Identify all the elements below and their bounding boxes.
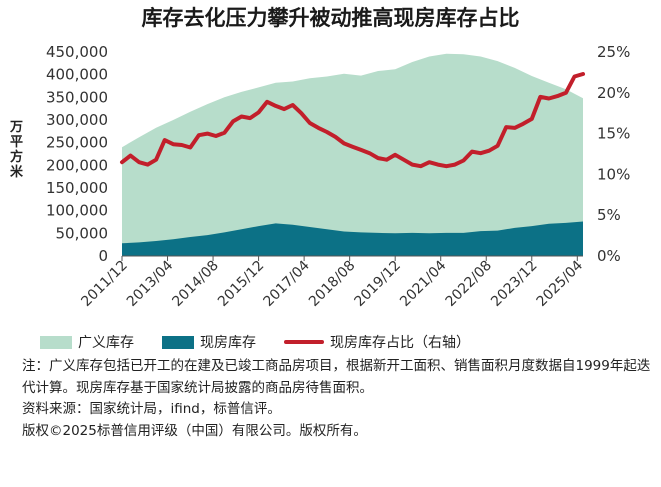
x-axis: 2011/122013/042014/082015/122017/042018/… (78, 255, 587, 310)
left-tick-label: 200,000 (46, 156, 108, 174)
x-tick-label: 2023/12 (488, 258, 540, 310)
x-tick-label: 2013/04 (124, 257, 177, 310)
existing-inventory-area (122, 221, 583, 256)
left-tick-label: 0 (98, 247, 108, 265)
left-tick-label: 150,000 (46, 179, 108, 197)
legend-item-existing-inventory: 现房库存 (162, 332, 256, 352)
left-axis: 0 50,000 100,000 150,000 200,000 250,000 300,0… (46, 43, 108, 265)
right-tick-label: 10% (597, 165, 630, 183)
x-tick-label: 2017/04 (261, 257, 314, 310)
x-tick-label: 2011/12 (78, 258, 130, 310)
legend-label-existing: 现房库存 (200, 335, 256, 351)
x-tick-label: 2019/12 (352, 258, 404, 310)
left-tick-label: 250,000 (46, 134, 108, 152)
x-tick-label: 2014/08 (169, 258, 221, 310)
legend-swatch-broad (40, 335, 72, 349)
x-tick-label: 2018/08 (306, 258, 358, 310)
legend-swatch-existing (162, 335, 194, 349)
source-text: 资料来源：国家统计局，ifind，标普信评。 (22, 401, 281, 417)
right-axis: 0% 5% 10% 15% 20% 25% (597, 43, 630, 265)
note-text: 注：广义库存包括已开工的在建及已竣工商品房项目，根据新开工面积、销售面积月度数据… (22, 358, 651, 396)
right-tick-label: 20% (597, 84, 630, 102)
left-tick-label: 450,000 (46, 43, 108, 61)
legend: 广义库存 现房库存 现房库存占比（右轴） (40, 332, 498, 352)
chart-svg: 0 50,000 100,000 150,000 200,000 250,000 300,0… (46, 43, 630, 310)
x-tick-label: 2022/08 (443, 258, 495, 310)
left-tick-label: 50,000 (56, 224, 109, 242)
x-tick-label: 2025/04 (534, 257, 587, 310)
x-tick-label: 2021/04 (397, 257, 450, 310)
area-series-group (122, 53, 583, 256)
y-axis-title: 万平方米 (10, 120, 24, 180)
legend-item-broad-inventory: 广义库存 (40, 332, 134, 352)
ratio-line (120, 72, 585, 169)
legend-label-ratio: 现房库存占比（右轴） (330, 335, 470, 351)
left-tick-label: 100,000 (46, 202, 108, 220)
broad-inventory-area (122, 53, 583, 256)
legend-label-broad: 广义库存 (78, 335, 134, 351)
copyright-text: 版权©2025标普信用评级（中国）有限公司。版权所有。 (22, 422, 367, 439)
x-tick-label: 2015/12 (215, 258, 267, 310)
footnotes: 注：广义库存包括已开工的在建及已竣工商品房项目，根据新开工面积、销售面积月度数据… (22, 356, 652, 442)
left-tick-label: 400,000 (46, 66, 108, 84)
left-tick-label: 300,000 (46, 111, 108, 129)
legend-item-ratio: 现房库存占比（右轴） (284, 332, 470, 352)
ratio-line-group (120, 72, 585, 169)
right-tick-label: 0% (597, 247, 621, 265)
right-tick-label: 25% (597, 43, 630, 61)
legend-swatch-ratio (284, 340, 324, 344)
right-tick-label: 5% (597, 206, 621, 224)
chart-title: 库存去化压力攀升被动推高现房库存占比 (141, 6, 520, 30)
left-tick-label: 350,000 (46, 88, 108, 106)
right-tick-label: 15% (597, 125, 630, 143)
